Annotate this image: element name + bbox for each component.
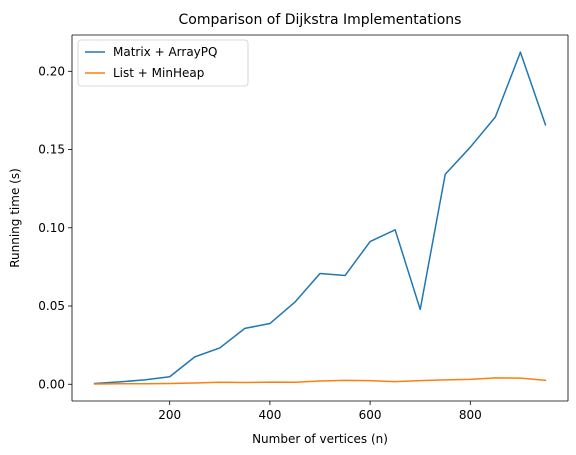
x-tick-label: 200 [158, 408, 181, 422]
legend-box [77, 39, 249, 87]
x-axis-label: Number of vertices (n) [252, 432, 388, 446]
y-tick-label: 0.05 [38, 299, 65, 313]
chart-title: Comparison of Dijkstra Implementations [179, 12, 462, 28]
legend: Matrix + ArrayPQ List + MinHeap [77, 39, 249, 87]
y-tick-label: 0.00 [38, 377, 65, 391]
series-line-list-minheap [93, 377, 547, 385]
x-tick-label: 400 [258, 408, 281, 422]
y-tick-label: 0.10 [38, 221, 65, 235]
y-tick-label: 0.15 [38, 143, 65, 157]
y-axis-label: Running time (s) [8, 168, 22, 268]
plot-area [72, 35, 568, 401]
series-line-matrix-arraypq [93, 51, 547, 385]
legend-label-list-minheap: List + MinHeap [113, 66, 204, 80]
x-tick-label: 800 [459, 408, 482, 422]
y-tick-label: 0.20 [38, 64, 65, 78]
series-lines [93, 51, 547, 385]
legend-label-matrix-arraypq: Matrix + ArrayPQ [113, 45, 217, 59]
x-tick-label: 600 [359, 408, 382, 422]
y-axis-ticks: 0.00 0.05 0.10 0.15 0.20 [38, 64, 72, 391]
axes-frame [71, 34, 569, 402]
x-axis-ticks: 200 400 600 800 [158, 401, 482, 422]
